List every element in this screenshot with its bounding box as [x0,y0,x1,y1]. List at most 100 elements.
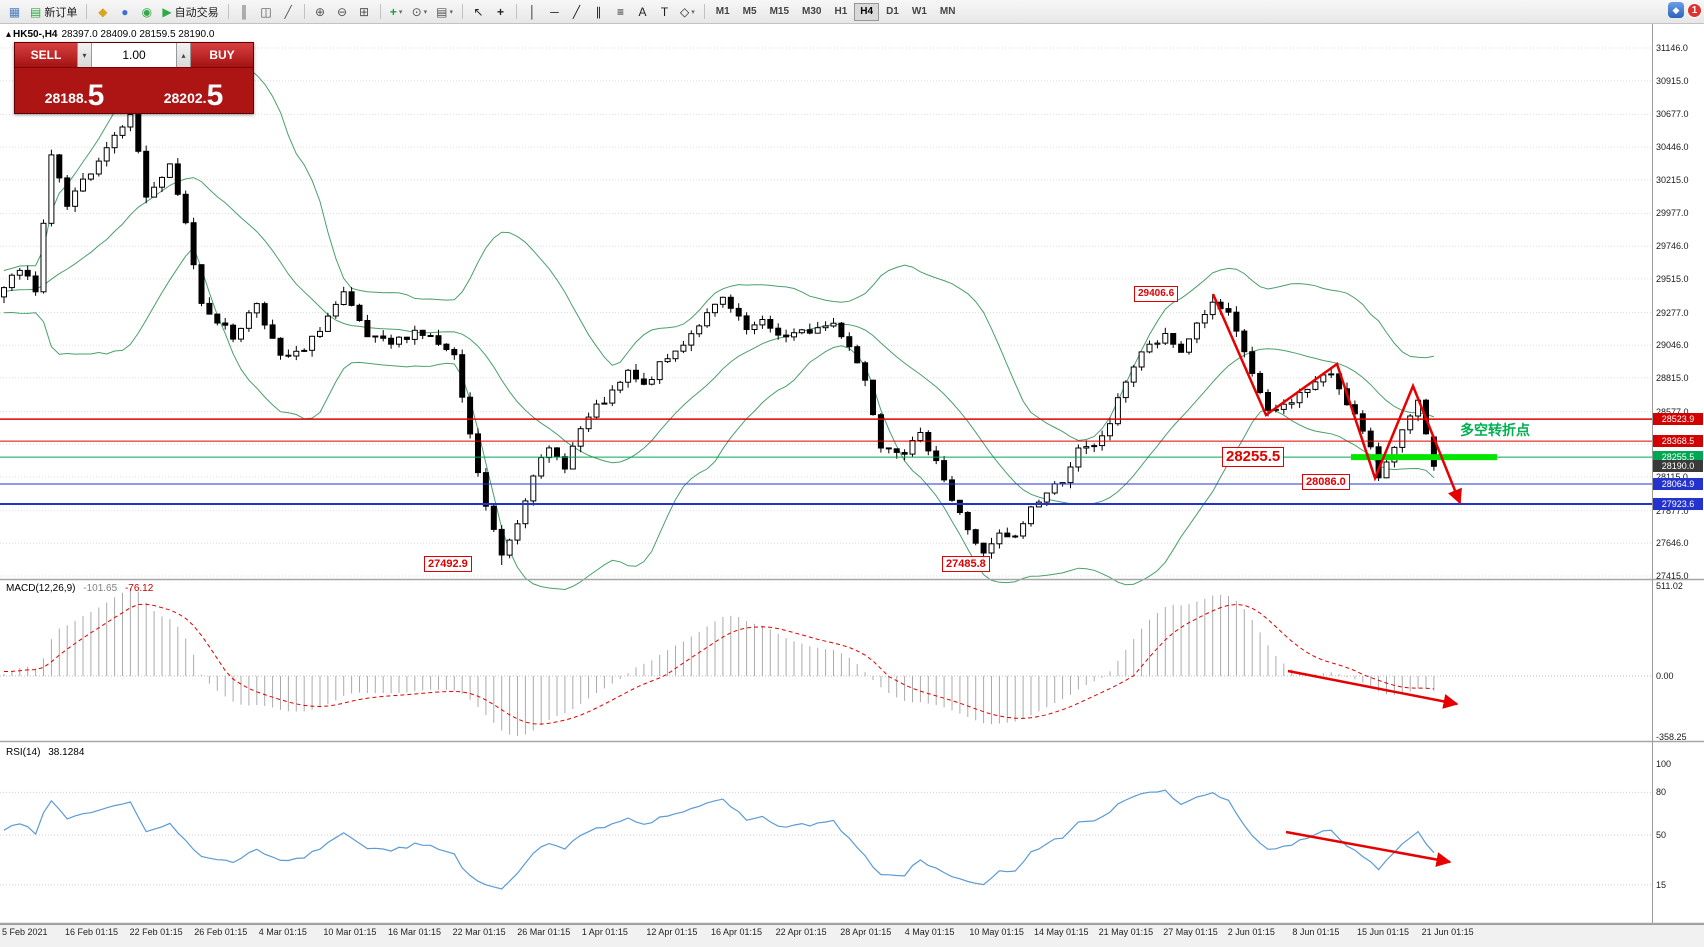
time-axis-label: 22 Feb 01:15 [129,927,183,937]
order-buttons-row: SELL ▾ 1.00 ▴ BUY [15,43,253,68]
line-chart-button[interactable]: ╱ [278,2,299,22]
annotation-march-low[interactable]: 27492.9 [424,556,472,572]
zoom-in-icon: ⊕ [315,4,326,19]
new-chart-button[interactable]: ▦ [4,2,25,22]
price-axis-label: 29046.0 [1656,340,1689,351]
navigator-button[interactable]: ◉ [136,2,157,22]
new-order-button[interactable]: ▤ 新订单 [26,2,81,22]
buy-button[interactable]: BUY [191,43,253,67]
bar-chart-icon: ║ [239,4,249,19]
time-axis-label: 5 Feb 2021 [2,927,48,937]
bar-chart-button[interactable]: ║ [234,2,255,22]
app-overlay-icon[interactable]: ◆ [1668,2,1684,18]
profiles-button[interactable]: ◆ [92,2,113,22]
toolbar-separator [86,4,88,19]
shapes-button[interactable]: ◇ ▾ [676,2,699,22]
sell-button[interactable]: SELL [15,43,77,67]
annotation-peak-price[interactable]: 29406.6 [1134,286,1179,302]
timeframe-m30-button[interactable]: M30 [802,6,822,17]
macd-indicator-label: MACD(12,26,9) -101.65 -76.12 [6,583,153,594]
periods-button[interactable]: ⊙ ▾ [408,2,432,22]
chart-canvas[interactable] [0,24,1704,947]
bid-price[interactable]: 28188. 5 [15,68,134,113]
toolbar-separator [379,4,381,19]
macd-axis-label: 511.02 [1656,581,1683,591]
rsi-name: RSI(14) [6,747,41,758]
text-button[interactable]: A [632,2,653,22]
indicator-layer [0,588,1652,890]
timeframe-mn-button[interactable]: MN [939,6,956,17]
autotrading-button[interactable]: ▶ 自动交易 [158,2,222,22]
autotrading-button-label: 自动交易 [174,6,219,19]
price-tag[interactable]: 28064.9 [1653,478,1703,491]
price-axis-label: 30446.0 [1656,142,1689,153]
timeframe-h1-button[interactable]: H1 [834,6,848,17]
time-axis-label: 26 Feb 01:15 [194,927,248,937]
macd-axis-label: -358.25 [1656,732,1687,742]
zoom-out-button[interactable]: ⊖ [332,2,353,22]
crosshair-button[interactable]: + [490,2,511,22]
market-watch-icon: ● [121,4,129,19]
chart-ohlc-header: ▴ HK50-,H4 28397.0 28409.0 28159.5 28190.0 [6,29,214,40]
new-order-button-label: 新订单 [44,6,78,19]
time-axis-label: 27 May 01:15 [1163,927,1218,937]
navigator-icon: ◉ [141,4,153,19]
zoom-in-button[interactable]: ⊕ [310,2,331,22]
annotation-swing-low[interactable]: 28086.0 [1302,474,1350,490]
price-tag[interactable]: 28368.5 [1653,435,1703,448]
candlestick-chart-button[interactable]: ◫ [256,2,277,22]
level-lines[interactable] [0,418,1652,506]
collapse-arrow-icon[interactable]: ▴ [6,29,12,40]
ask-main-digits: 28202. [163,90,207,106]
timeframe-h4-button[interactable]: H4 [854,2,880,21]
timeframe-w1-button[interactable]: W1 [911,6,927,17]
rsi-axis-label: 100 [1656,759,1672,769]
toolbar-separator [462,4,464,19]
vertical-line-button[interactable]: │ [522,2,543,22]
price-tag[interactable]: 28255.5 [1653,451,1703,464]
annotation-may-low[interactable]: 27485.8 [942,556,990,572]
volume-increase-button[interactable]: ▴ [176,43,191,67]
time-axis-label: 1 Apr 01:15 [581,927,628,937]
price-tag[interactable]: 27923.6 [1653,498,1703,511]
macd-signal-value: -76.12 [124,583,154,594]
price-axis-label: 29977.0 [1656,208,1689,219]
price-axis-label: 29515.0 [1656,273,1689,284]
ask-price[interactable]: 28202. 5 [134,68,253,113]
trendline-button[interactable]: ╱ [566,2,587,22]
time-axis-label: 12 Apr 01:15 [646,927,698,937]
timeframe-m1-button[interactable]: M1 [715,6,730,17]
trend-arrows[interactable] [1211,293,1462,867]
tile-windows-button[interactable]: ⊞ [354,2,375,22]
time-axis-label: 4 May 01:15 [904,927,955,937]
price-tag[interactable]: 28190.0 [1653,460,1703,473]
market-watch-button[interactable]: ● [114,2,135,22]
panel-separators [0,24,1704,925]
volume-input[interactable]: 1.00 [92,43,176,67]
horizontal-line-button[interactable]: ─ [544,2,565,22]
volume-decrease-button[interactable]: ▾ [77,43,92,67]
price-axis-label: 27415.0 [1656,571,1689,582]
timeframe-m15-button[interactable]: M15 [769,6,790,17]
fibonacci-button[interactable]: ≡ [610,2,631,22]
time-axis-label: 28 Apr 01:15 [840,927,892,937]
bid-big-digit: 5 [87,78,105,112]
label-button[interactable]: T [654,2,675,22]
channel-button[interactable]: ∥ [588,2,609,22]
indicators-button[interactable]: + ▾ [386,2,407,22]
notification-badge[interactable]: 1 [1687,2,1702,18]
annotation-pivot-text[interactable]: 多空转折点 [1460,422,1530,438]
annotation-pivot-price[interactable]: 28255.5 [1222,447,1285,467]
time-axis-strip [0,924,1704,947]
price-axis-label: 28115.0 [1656,471,1688,482]
time-axis-label: 21 May 01:15 [1098,927,1154,937]
cursor-button[interactable]: ↖ [468,2,489,22]
macd-axis-label: 0.00 [1656,671,1674,681]
timeframe-m5-button[interactable]: M5 [742,6,757,17]
timeframe-d1-button[interactable]: D1 [886,6,899,17]
new-chart-icon: ▦ [8,4,21,19]
templates-button[interactable]: ▤ ▾ [432,2,457,22]
price-tag[interactable]: 28523.9 [1653,413,1703,426]
zoom-out-icon: ⊖ [337,4,348,19]
